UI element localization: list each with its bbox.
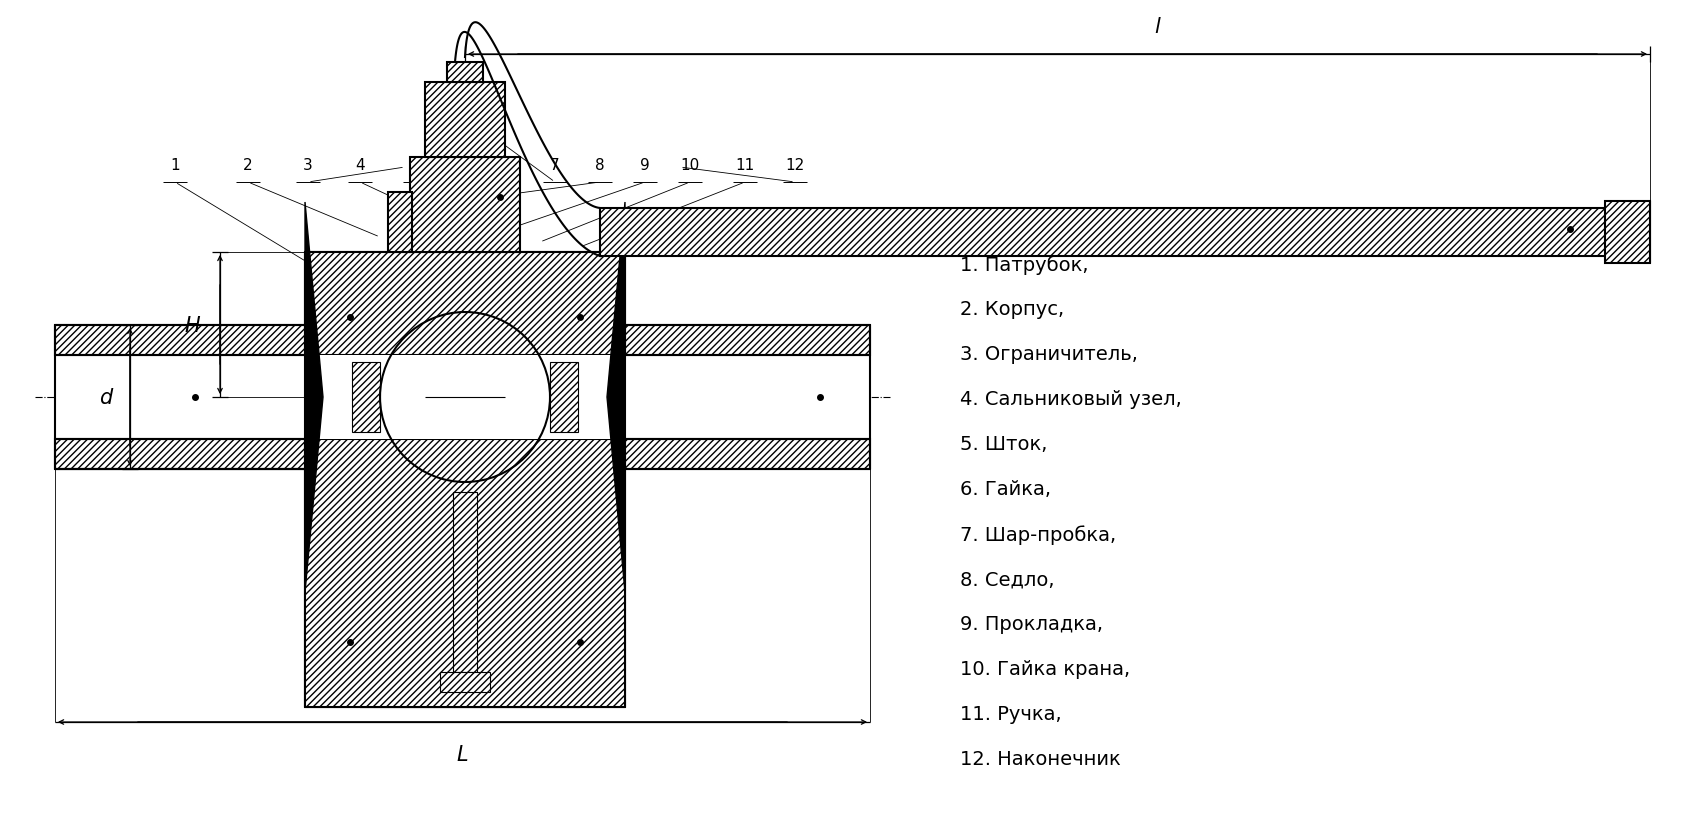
Text: 7. Шар-пробка,: 7. Шар-пробка, bbox=[960, 524, 1117, 544]
Bar bbox=[305, 356, 624, 439]
Text: d: d bbox=[100, 388, 111, 408]
Bar bbox=[454, 492, 477, 672]
Text: 6: 6 bbox=[494, 158, 504, 173]
Text: 2: 2 bbox=[243, 158, 253, 173]
Bar bbox=[611, 326, 870, 356]
Bar bbox=[353, 362, 380, 433]
Bar bbox=[611, 356, 870, 439]
Text: 11. Ручка,: 11. Ручка, bbox=[960, 704, 1061, 723]
Bar bbox=[56, 439, 321, 470]
Text: 6. Гайка,: 6. Гайка, bbox=[960, 480, 1051, 499]
Bar bbox=[305, 439, 624, 707]
Text: 3. Ограничитель,: 3. Ограничитель, bbox=[960, 345, 1137, 364]
Text: 9. Прокладка,: 9. Прокладка, bbox=[960, 614, 1103, 633]
Text: 2. Корпус,: 2. Корпус, bbox=[960, 299, 1064, 318]
Text: 11: 11 bbox=[736, 158, 754, 173]
Text: 5. Шток,: 5. Шток, bbox=[960, 434, 1048, 453]
Text: 10. Гайка крана,: 10. Гайка крана, bbox=[960, 659, 1130, 678]
Text: 12. Наконечник: 12. Наконечник bbox=[960, 749, 1120, 768]
Text: L: L bbox=[457, 744, 469, 764]
Text: 10: 10 bbox=[680, 158, 700, 173]
Bar bbox=[447, 63, 482, 83]
Bar bbox=[550, 362, 579, 433]
Text: 5: 5 bbox=[410, 158, 420, 173]
Bar bbox=[611, 439, 870, 470]
Bar bbox=[56, 326, 321, 356]
Bar bbox=[440, 672, 489, 692]
Bar bbox=[410, 158, 520, 253]
Polygon shape bbox=[607, 203, 624, 592]
Text: 1. Патрубок,: 1. Патрубок, bbox=[960, 255, 1088, 275]
Polygon shape bbox=[305, 203, 322, 592]
Text: 8: 8 bbox=[596, 158, 606, 173]
Text: 8. Седло,: 8. Седло, bbox=[960, 569, 1054, 588]
Text: 3: 3 bbox=[304, 158, 312, 173]
Bar bbox=[1604, 202, 1650, 264]
Text: l: l bbox=[1154, 17, 1161, 37]
Text: 9: 9 bbox=[639, 158, 649, 173]
Bar bbox=[601, 208, 1609, 256]
Text: H: H bbox=[184, 315, 201, 335]
Bar bbox=[425, 83, 504, 158]
Bar bbox=[388, 193, 412, 253]
Text: 4. Сальниковый узел,: 4. Сальниковый узел, bbox=[960, 390, 1183, 409]
Bar bbox=[56, 356, 321, 439]
Text: 12: 12 bbox=[786, 158, 805, 173]
Text: 7: 7 bbox=[550, 158, 560, 173]
Text: 4: 4 bbox=[356, 158, 364, 173]
Bar bbox=[305, 253, 624, 356]
Text: 1: 1 bbox=[170, 158, 181, 173]
